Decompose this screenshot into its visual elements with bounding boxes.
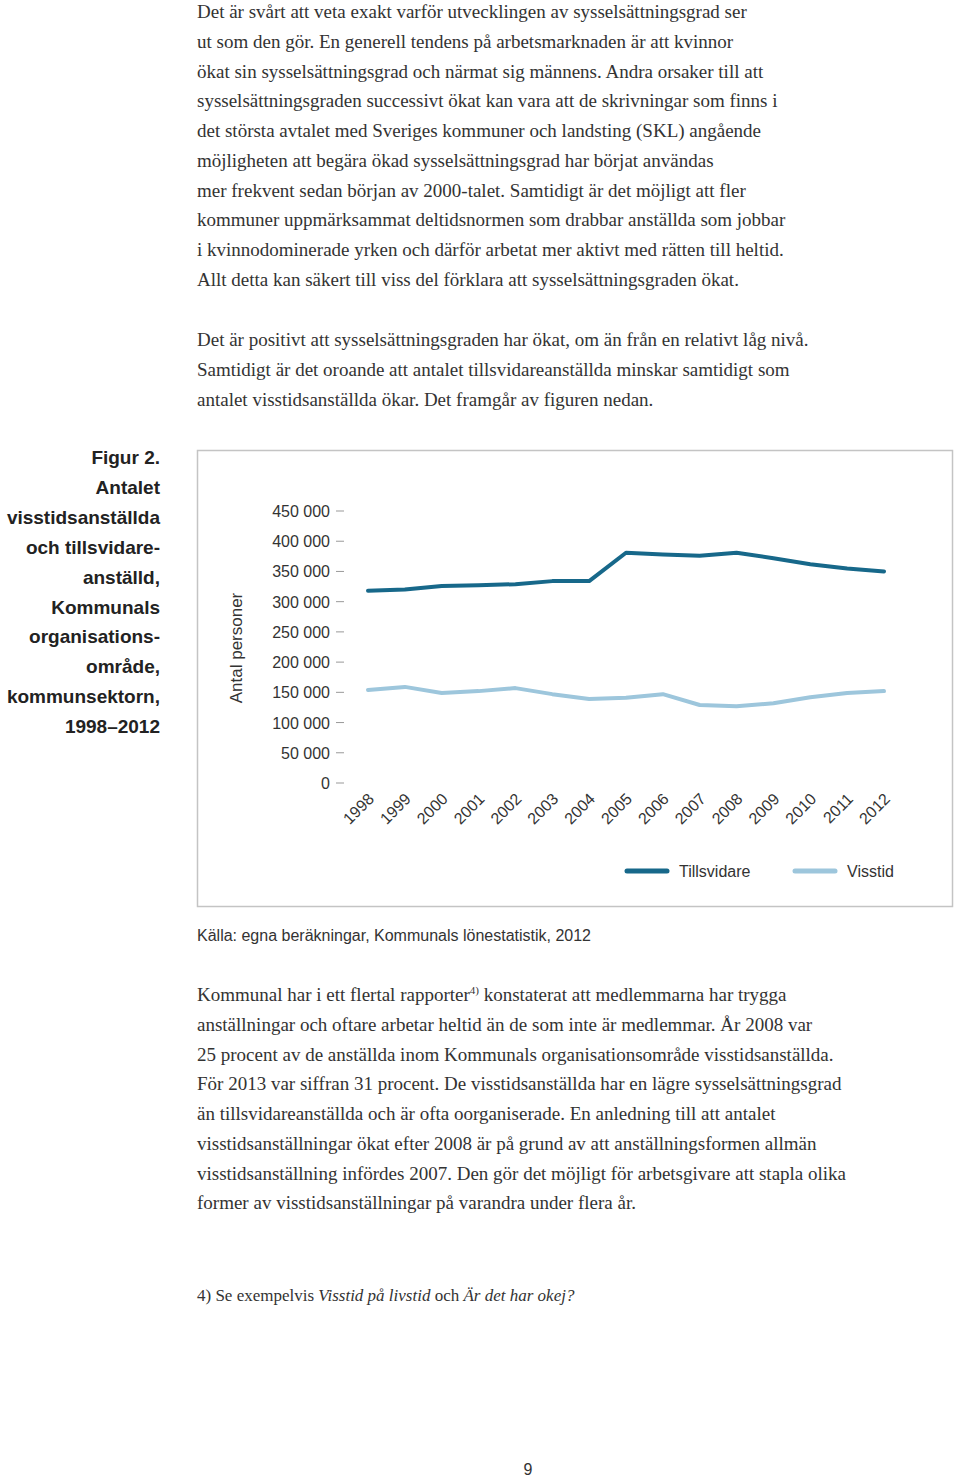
chart: Antal personer 0 50 000 100 000 150 000 200 0… <box>0 0 960 1480</box>
footnote: 4) Se exempelvis Visstid på livstid och … <box>197 1284 574 1308</box>
x-tick-label: 2004 <box>561 790 598 827</box>
text-line: det största avtalet med Sveriges kommune… <box>197 116 761 146</box>
x-tick-label: 2001 <box>451 790 488 827</box>
x-tick-label: 2007 <box>672 790 709 827</box>
text-line: antalet visstidsanställda ökar. Det fram… <box>197 385 653 415</box>
x-tick-label: 2003 <box>524 790 561 827</box>
x-tick-label: 2000 <box>414 790 451 827</box>
x-tick-label: 2009 <box>745 790 782 827</box>
y-tick-label: 0 <box>321 775 330 792</box>
y-tick <box>336 601 344 602</box>
caption-line: och tillsvidare- <box>26 533 160 563</box>
series-line <box>368 553 884 591</box>
caption-line: Kommunals <box>51 593 160 623</box>
text-run: konstaterat att medlemmarna har trygga <box>479 984 787 1005</box>
footnote-run: Visstid på livstid <box>318 1286 430 1305</box>
series-line <box>368 687 884 706</box>
x-tick-label: 2008 <box>709 790 746 827</box>
text-run: Kommunal har i ett flertal rapporter <box>197 984 470 1005</box>
text-line: ut som den gör. En generell tendens på a… <box>197 27 733 57</box>
legend-label: Tillsvidare <box>679 863 751 880</box>
caption-line: kommunsektorn, <box>7 682 160 712</box>
footnote-run: och <box>430 1286 463 1305</box>
text-line: mer frekvent sedan början av 2000-talet.… <box>197 176 746 206</box>
y-tick-label: 100 000 <box>272 715 330 732</box>
footnote-ref: 4) <box>470 984 479 996</box>
page-number: 9 <box>0 1460 960 1480</box>
y-tick <box>336 783 344 784</box>
y-tick <box>336 511 344 512</box>
text-line: former av visstidsanställningar på varan… <box>197 1188 636 1218</box>
y-tick <box>336 631 344 632</box>
text-line: Det är positivt att sysselsättningsgrade… <box>197 325 809 355</box>
source: Källa: egna beräkningar, Kommunals lönes… <box>197 925 591 947</box>
caption-line: visstidsanställda <box>7 503 160 533</box>
y-tick-label: 150 000 <box>272 684 330 701</box>
footnote-run: Är det har okej? <box>463 1286 574 1305</box>
text-line: ökat sin sysselsättningsgrad och närmat … <box>197 57 763 87</box>
x-tick-label: 2006 <box>635 790 672 827</box>
y-tick-label: 450 000 <box>272 503 330 520</box>
caption-line: anställd, <box>83 563 160 593</box>
y-tick-label: 50 000 <box>281 745 330 762</box>
x-tick-label: 2010 <box>782 790 819 827</box>
text-line: Kommunal har i ett flertal rapporter4) k… <box>197 980 787 1010</box>
text-line: sysselsättningsgraden successivt ökat ka… <box>197 86 777 116</box>
x-tick-label: 2002 <box>487 790 524 827</box>
caption-line: organisations- <box>29 622 160 652</box>
y-tick-label: 350 000 <box>272 563 330 580</box>
y-tick <box>336 692 344 693</box>
y-tick <box>336 752 344 753</box>
text-line: anställningar och oftare arbetar heltid … <box>197 1010 812 1040</box>
text-line: visstidsanställning infördes 2007. Den g… <box>197 1159 846 1189</box>
x-tick-label: 1998 <box>340 790 377 827</box>
text-line: Allt detta kan säkert till viss del förk… <box>197 265 739 295</box>
text-line: Samtidigt är det oroande att antalet til… <box>197 355 790 385</box>
y-tick-label: 250 000 <box>272 624 330 641</box>
x-tick-label: 2012 <box>856 790 893 827</box>
x-tick-label: 1999 <box>377 790 414 827</box>
legend-swatch <box>795 869 835 874</box>
text-line: än tillsvidareanställda och är ofta oorg… <box>197 1099 775 1129</box>
text-line: i kvinnodominerade yrken och därför arbe… <box>197 235 784 265</box>
y-tick <box>336 662 344 663</box>
caption-line: Antalet <box>96 473 160 503</box>
caption-line: Figur 2. <box>91 443 160 473</box>
text-line: Det är svårt att veta exakt varför utvec… <box>197 0 747 27</box>
caption-line: område, <box>86 652 160 682</box>
text-line: möjligheten att begära ökad sysselsättni… <box>197 146 714 176</box>
text-line: kommuner uppmärksammat deltidsnormen som… <box>197 205 785 235</box>
caption-line: 1998–2012 <box>65 712 160 742</box>
y-tick <box>336 571 344 572</box>
legend-swatch <box>627 869 667 874</box>
x-tick-label: 2011 <box>820 790 856 826</box>
chart-frame <box>198 451 953 907</box>
text-line: För 2013 var siffran 31 procent. De viss… <box>197 1069 841 1099</box>
text-line: visstidsanställningar ökat efter 2008 är… <box>197 1129 816 1159</box>
y-tick-label: 300 000 <box>272 594 330 611</box>
plot-area <box>368 553 884 707</box>
legend-label: Visstid <box>847 863 894 880</box>
y-tick-label: 200 000 <box>272 654 330 671</box>
y-tick <box>336 722 344 723</box>
x-tick-label: 2005 <box>598 790 635 827</box>
y-tick <box>336 541 344 542</box>
text-line: 25 procent av de anställda inom Kommunal… <box>197 1040 834 1070</box>
footnote-run: 4) Se exempelvis <box>197 1286 318 1305</box>
y-tick-label: 400 000 <box>272 533 330 550</box>
y-axis-label: Antal personer <box>227 592 246 703</box>
